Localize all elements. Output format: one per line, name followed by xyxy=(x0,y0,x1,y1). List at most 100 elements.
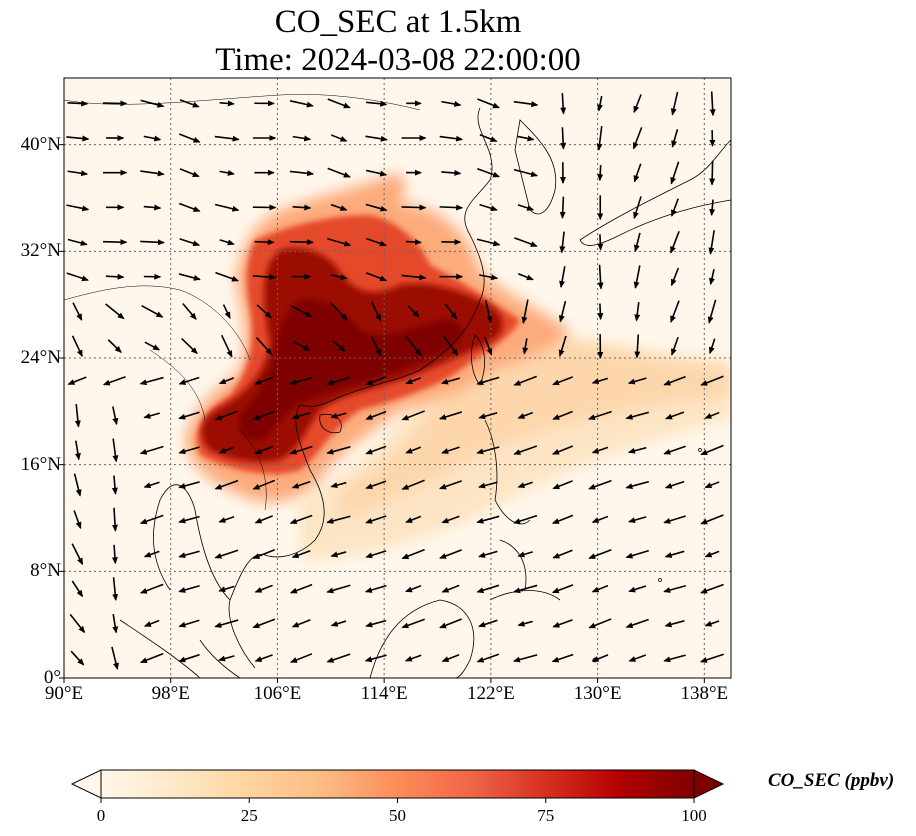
land-borders xyxy=(64,94,421,511)
wind-arrow xyxy=(476,376,500,386)
wind-arrow xyxy=(330,134,348,142)
wind-arrow xyxy=(214,135,240,142)
wind-arrow xyxy=(326,446,351,455)
wind-arrow xyxy=(365,169,388,177)
wind-arrow xyxy=(66,272,89,282)
wind-arrow xyxy=(178,411,200,420)
wind-arrow xyxy=(704,481,720,489)
wind-arrow xyxy=(517,551,533,558)
wind-arrow xyxy=(365,376,387,386)
wind-arrow xyxy=(513,100,539,108)
wind-arrow xyxy=(254,239,275,246)
wind-arrow xyxy=(179,168,200,178)
wind-arrow xyxy=(591,446,609,454)
wind-arrow xyxy=(700,444,724,456)
wind-arrow xyxy=(291,619,311,628)
colorbar-tick-label: 100 xyxy=(681,806,707,825)
wind-arrow xyxy=(517,204,535,211)
wind-arrow xyxy=(292,204,312,211)
wind-arrow xyxy=(289,445,313,455)
wind-arrow xyxy=(327,98,351,109)
wind-arrow xyxy=(588,479,612,490)
wind-arrow xyxy=(102,375,126,386)
wind-arrow xyxy=(214,479,239,490)
wind-arrow xyxy=(214,410,239,421)
wind-arrow xyxy=(597,303,604,321)
wind-arrow xyxy=(139,652,164,664)
wind-arrow xyxy=(405,239,423,246)
wind-arrow xyxy=(141,304,164,318)
x-tick-label: 106°E xyxy=(253,683,302,704)
wind-arrow xyxy=(633,265,641,289)
wind-arrow xyxy=(633,232,641,252)
wind-arrow xyxy=(112,507,119,532)
wind-arrow xyxy=(69,613,86,634)
wind-arrow xyxy=(330,620,347,627)
wind-arrow xyxy=(478,619,498,628)
wind-arrow xyxy=(708,230,715,255)
wind-arrow xyxy=(709,91,716,117)
wind-arrow xyxy=(330,551,347,558)
wind-arrow xyxy=(219,239,235,246)
wind-arrow xyxy=(293,340,311,352)
wind-arrow xyxy=(289,514,313,524)
wind-arrow xyxy=(252,274,277,281)
colorbar-extend-high xyxy=(693,769,725,799)
wind-arrow xyxy=(401,479,425,490)
wind-arrow xyxy=(552,619,573,628)
wind-arrow xyxy=(628,516,647,524)
wind-arrow xyxy=(330,481,347,489)
wind-arrow xyxy=(405,515,422,524)
wind-arrow xyxy=(365,550,387,559)
map-panel xyxy=(59,77,732,683)
island-dot xyxy=(658,578,662,582)
wind-arrow xyxy=(139,514,164,525)
wind-arrow xyxy=(327,167,351,178)
wind-arrow xyxy=(178,515,200,524)
wind-arrow xyxy=(66,135,90,142)
wind-arrow xyxy=(517,411,534,419)
wind-arrow xyxy=(292,135,312,142)
colorbar-tick-label: 75 xyxy=(537,806,555,825)
wind-arrow xyxy=(597,264,604,290)
y-tick-label: 40°N xyxy=(20,133,61,155)
wind-arrow xyxy=(143,481,160,489)
colorbar-ticks xyxy=(100,798,695,803)
coastline-borneo xyxy=(369,599,474,678)
wind-arrow xyxy=(439,480,462,490)
wind-arrow xyxy=(552,410,573,420)
wind-arrow xyxy=(709,268,715,286)
wind-arrow xyxy=(289,170,315,177)
wind-arrow xyxy=(330,412,347,419)
wind-arrow xyxy=(513,514,538,525)
colorbar-body xyxy=(100,769,695,799)
wind-arrow xyxy=(289,239,315,246)
wind-arrow xyxy=(67,238,88,246)
wind-arrow xyxy=(330,203,348,211)
wind-arrow xyxy=(327,237,352,247)
coastline-korea xyxy=(514,119,557,215)
wind-arrow xyxy=(559,196,566,219)
wind-arrow xyxy=(365,272,388,282)
wind-arrow xyxy=(214,619,239,628)
wind-arrow xyxy=(664,480,685,489)
wind-arrow xyxy=(179,238,201,247)
wind-arrow xyxy=(670,267,680,287)
wind-arrow xyxy=(143,550,160,558)
wind-arrow xyxy=(484,337,493,356)
wind-arrow xyxy=(587,410,612,421)
wind-arrow xyxy=(143,204,162,211)
wind-arrow xyxy=(517,135,535,142)
wind-arrow xyxy=(444,303,458,320)
wind-arrow xyxy=(218,655,235,662)
wind-arrow xyxy=(178,446,200,455)
x-tick-label: 114°E xyxy=(360,683,408,704)
wind-arrow xyxy=(405,377,422,385)
wind-arrow xyxy=(178,584,200,593)
wind-arrow xyxy=(371,301,382,322)
wind-arrow xyxy=(291,549,311,559)
x-tick-label: 90°E xyxy=(44,683,84,704)
wind-arrow xyxy=(103,239,128,246)
wind-arrow xyxy=(443,336,459,357)
wind-arrow xyxy=(438,411,463,420)
